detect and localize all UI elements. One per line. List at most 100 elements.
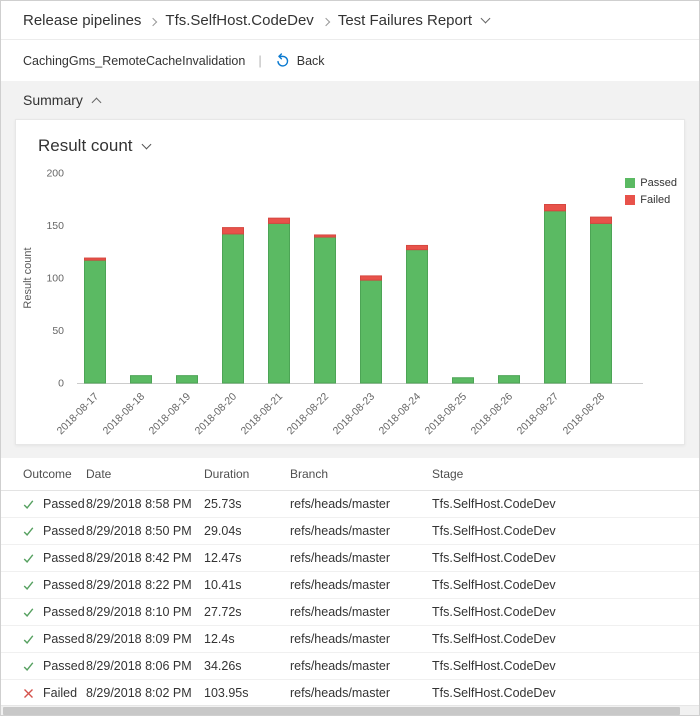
breadcrumb-item-report[interactable]: Test Failures Report bbox=[337, 11, 473, 29]
check-icon bbox=[23, 526, 34, 536]
chart-metric-dropdown[interactable]: Result count bbox=[16, 120, 684, 156]
bar-segment-passed[interactable] bbox=[176, 375, 198, 384]
y-tick-label: 150 bbox=[46, 220, 64, 232]
branch-cell: refs/heads/master bbox=[290, 686, 391, 700]
date-cell: 8/29/2018 8:58 PM bbox=[86, 497, 192, 511]
y-tick-label: 0 bbox=[58, 378, 64, 390]
date-cell: 8/29/2018 8:09 PM bbox=[86, 632, 192, 646]
date-cell: 8/29/2018 8:10 PM bbox=[86, 605, 192, 619]
duration-cell: 12.4s bbox=[204, 632, 235, 646]
branch-cell: refs/heads/master bbox=[290, 524, 391, 538]
pipeline-name-label: CachingGms_RemoteCacheInvalidation bbox=[23, 53, 246, 68]
outcome-cell: Passed bbox=[1, 497, 86, 511]
chart-title: Result count bbox=[38, 136, 133, 155]
chevron-up-icon bbox=[91, 91, 102, 109]
bar-segment-failed[interactable] bbox=[314, 234, 336, 238]
bar-segment-passed[interactable] bbox=[406, 249, 428, 384]
outcome-label: Passed bbox=[43, 578, 85, 592]
x-tick-label: 2018-08-28 bbox=[561, 391, 608, 438]
bar-segment-failed[interactable] bbox=[84, 257, 106, 261]
bar-segment-passed[interactable] bbox=[314, 236, 336, 384]
table-row[interactable]: Passed 8/29/2018 8:50 PM 29.04s refs/heads/… bbox=[1, 518, 699, 545]
horizontal-scrollbar-thumb[interactable] bbox=[3, 707, 681, 715]
x-tick-label: 2018-08-20 bbox=[193, 391, 240, 438]
branch-cell: refs/heads/master bbox=[290, 659, 391, 673]
bar-segment-passed[interactable] bbox=[360, 279, 382, 384]
duration-cell: 34.26s bbox=[204, 659, 242, 673]
legend-item-failed[interactable]: Failed bbox=[625, 194, 677, 206]
column-header-stage[interactable]: Stage bbox=[432, 467, 464, 481]
breadcrumb-item-release-pipelines[interactable]: Release pipelines bbox=[23, 11, 142, 29]
bar-segment-failed[interactable] bbox=[544, 204, 566, 212]
stage-cell: Tfs.SelfHost.CodeDev bbox=[432, 524, 556, 538]
y-tick-label: 200 bbox=[46, 168, 64, 180]
column-header-outcome[interactable]: Outcome bbox=[23, 467, 72, 481]
check-icon bbox=[23, 607, 34, 617]
bar-segment-failed[interactable] bbox=[222, 227, 244, 235]
outcome-label: Passed bbox=[43, 632, 85, 646]
x-tick-label: 2018-08-17 bbox=[55, 391, 102, 438]
passed-swatch bbox=[625, 178, 636, 188]
bar-segment-passed[interactable] bbox=[544, 210, 566, 384]
check-icon bbox=[23, 661, 34, 671]
column-header-branch[interactable]: Branch bbox=[290, 467, 329, 481]
table-row[interactable]: Passed 8/29/2018 8:58 PM 25.73s refs/heads/… bbox=[1, 491, 699, 518]
date-cell: 8/29/2018 8:50 PM bbox=[86, 524, 192, 538]
breadcrumb: Release pipelines Tfs.SelfHost.CodeDev T… bbox=[1, 1, 699, 40]
table-row[interactable]: Passed 8/29/2018 8:22 PM 10.41s refs/heads/… bbox=[1, 572, 699, 599]
bar-segment-failed[interactable] bbox=[360, 275, 382, 281]
chevron-right-icon bbox=[149, 13, 158, 28]
table-header: Outcome Date Duration Branch Stage bbox=[1, 458, 699, 491]
bar-segment-passed[interactable] bbox=[590, 222, 612, 384]
outcome-cell: Passed bbox=[1, 659, 86, 673]
table-row[interactable]: Passed 8/29/2018 8:06 PM 34.26s refs/heads/… bbox=[1, 653, 699, 680]
check-icon bbox=[23, 499, 34, 509]
branch-cell: refs/heads/master bbox=[290, 551, 391, 565]
bar-segment-failed[interactable] bbox=[406, 244, 428, 251]
summary-section: Summary Result count Passed Failed 0 50 10… bbox=[1, 81, 699, 458]
bar-segment-failed[interactable] bbox=[268, 217, 290, 224]
table-row[interactable]: Passed 8/29/2018 8:42 PM 12.47s refs/heads/… bbox=[1, 545, 699, 572]
bar-segment-passed[interactable] bbox=[130, 375, 152, 384]
outcome-cell: Passed bbox=[1, 605, 86, 619]
table-row[interactable]: Passed 8/29/2018 8:09 PM 12.4s refs/heads/m… bbox=[1, 626, 699, 653]
check-icon bbox=[23, 634, 34, 644]
breadcrumb-item-pipeline[interactable]: Tfs.SelfHost.CodeDev bbox=[165, 11, 314, 29]
table-row[interactable]: Failed 8/29/2018 8:02 PM 103.95s refs/heads… bbox=[1, 680, 699, 707]
cross-icon bbox=[24, 688, 33, 698]
legend-item-passed[interactable]: Passed bbox=[625, 177, 677, 189]
stage-cell: Tfs.SelfHost.CodeDev bbox=[432, 686, 556, 700]
date-cell: 8/29/2018 8:02 PM bbox=[86, 686, 192, 700]
report-dropdown-chevron-down-icon[interactable] bbox=[480, 11, 491, 29]
result-count-card: Result count Passed Failed 0 50 100 150 200 R… bbox=[15, 119, 685, 445]
undo-arrow-icon bbox=[277, 53, 288, 67]
outcome-label: Passed bbox=[43, 605, 85, 619]
bar-segment-failed[interactable] bbox=[590, 216, 612, 224]
chevron-down-icon bbox=[141, 137, 151, 155]
x-tick-label: 2018-08-27 bbox=[515, 391, 562, 438]
summary-collapse-header[interactable]: Summary bbox=[15, 81, 685, 119]
x-tick-label: 2018-08-25 bbox=[423, 391, 470, 438]
duration-cell: 10.41s bbox=[204, 578, 242, 592]
outcome-label: Passed bbox=[43, 551, 85, 565]
branch-cell: refs/heads/master bbox=[290, 605, 391, 619]
stage-cell: Tfs.SelfHost.CodeDev bbox=[432, 551, 556, 565]
outcome-label: Passed bbox=[43, 524, 85, 538]
back-button[interactable]: Back bbox=[275, 53, 325, 68]
column-header-duration[interactable]: Duration bbox=[204, 467, 250, 481]
duration-cell: 12.47s bbox=[204, 551, 242, 565]
bar-segment-passed[interactable] bbox=[268, 222, 290, 384]
outcome-cell: Passed bbox=[1, 578, 86, 592]
bar-segment-passed[interactable] bbox=[498, 375, 520, 384]
stage-cell: Tfs.SelfHost.CodeDev bbox=[432, 659, 556, 673]
bar-segment-passed[interactable] bbox=[452, 377, 474, 384]
column-header-date[interactable]: Date bbox=[86, 467, 112, 481]
bar-segment-passed[interactable] bbox=[222, 233, 244, 384]
check-icon bbox=[23, 580, 34, 590]
duration-cell: 103.95s bbox=[204, 686, 249, 700]
bar-segment-passed[interactable] bbox=[84, 259, 106, 384]
y-axis-title: Result count bbox=[22, 247, 34, 308]
x-tick-label: 2018-08-24 bbox=[377, 391, 424, 438]
table-row[interactable]: Passed 8/29/2018 8:10 PM 27.72s refs/heads/… bbox=[1, 599, 699, 626]
